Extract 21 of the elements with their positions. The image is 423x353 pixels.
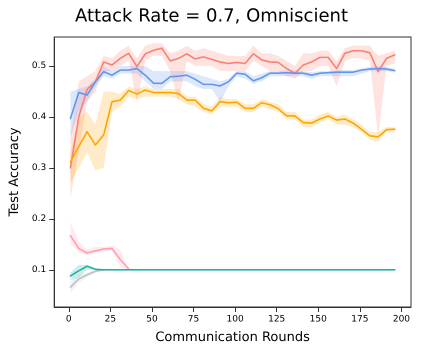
y-tick-label: 0.2 [32, 214, 46, 224]
y-tick-label: 0.5 [32, 61, 46, 72]
x-tick-label: 50 [146, 314, 158, 324]
x-tick-label: 0 [66, 314, 72, 324]
line-series [70, 68, 396, 120]
line-series [70, 234, 130, 270]
line-series [70, 47, 396, 169]
x-tick-label: 75 [188, 314, 200, 324]
y-tick-label: 0.3 [32, 162, 46, 173]
x-tick-label: 100 [226, 314, 244, 324]
x-tick-label: 25 [104, 314, 116, 324]
y-tick-label: 0.4 [32, 112, 46, 122]
y-axis-title: Test Accuracy [7, 127, 22, 218]
chart-title: Attack Rate = 0.7, Omniscient [75, 6, 348, 26]
line-series [70, 89, 396, 163]
x-axis-title: Communication Rounds [155, 330, 310, 345]
x-tick-label: 125 [268, 314, 286, 324]
x-tick-label: 175 [351, 314, 368, 324]
y-tick-label: 0.1 [32, 264, 46, 275]
x-tick-label: 150 [310, 314, 328, 324]
x-tick-label: 200 [392, 314, 410, 324]
